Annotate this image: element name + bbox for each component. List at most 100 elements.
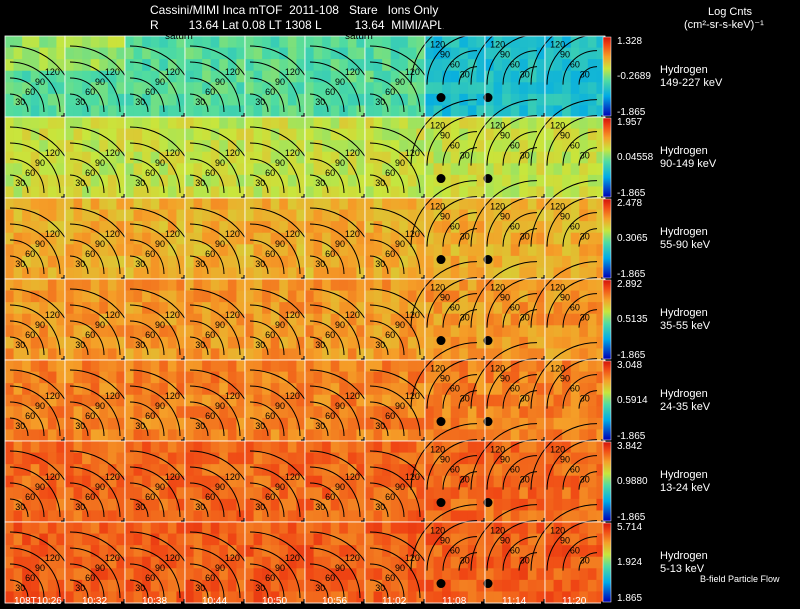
heat-cell [553,151,563,164]
heat-cell [90,186,100,199]
heat-cell [450,151,460,164]
heat-cell [65,36,74,48]
contour-label: 60 [265,168,275,178]
heat-cell [347,394,357,407]
heat-cell [116,441,126,453]
heat-cell [476,255,486,268]
contour-line [426,115,478,166]
heat-cell [56,591,66,604]
heat-cell [536,522,546,534]
heat-cell [579,163,589,176]
heat-cell [107,232,117,245]
heat-cell [90,267,100,280]
heat-cell [545,591,554,604]
heat-cell [30,279,40,291]
heat-cell [30,579,40,592]
contour-label: 60 [265,87,275,97]
heat-cell [116,545,126,558]
heat-cell [570,533,580,546]
heat-cell [442,186,452,199]
contour-label: 60 [325,573,335,583]
contour-label: 90 [155,239,165,249]
heat-cell [450,325,460,338]
contour-line [518,66,538,85]
heat-cell [416,232,426,245]
heat-cell [219,290,229,303]
contour-label: 60 [85,330,95,340]
heat-cell [167,290,177,303]
heat-cell [485,221,494,234]
contour-line [546,358,598,409]
heat-cell [313,579,323,592]
heat-cell [56,82,66,95]
heat-cell [133,198,143,210]
heat-cell [373,47,383,60]
heat-cell [107,302,117,315]
heat-cell [236,232,246,245]
heat-cell [133,568,143,581]
heat-cell [262,360,272,372]
heat-cell [579,487,589,500]
colorbar-border [602,117,612,198]
heat-cell [176,290,186,303]
heat-cell [167,221,177,234]
contour-line [69,158,105,194]
heat-cell [519,151,529,164]
heat-cell [39,441,49,453]
heat-cell [185,510,194,523]
heat-cell [433,232,443,245]
heat-cell [90,336,100,349]
heat-cell [159,417,169,430]
heat-cell [227,244,237,257]
heat-cell [56,290,66,303]
heat-cell [22,487,32,500]
heat-cell [459,36,469,48]
heat-cell [416,47,426,60]
heat-cell [167,70,177,83]
heat-cell [210,579,220,592]
heat-cell [493,568,503,581]
heat-cell [150,70,160,83]
heat-cell [459,244,469,257]
heat-cell [450,117,460,129]
heat-cell [416,174,426,187]
heat-cell [545,429,554,442]
heat-cell [476,487,486,500]
heat-cell [253,82,263,95]
heat-cell [536,59,546,72]
contour-label: 90 [35,320,45,330]
time-tick-label: 10:32 [82,596,108,607]
heat-cell [279,140,289,153]
contour-line [309,255,329,275]
heat-cell [176,279,186,291]
heat-cell [425,348,434,361]
contour-line [189,93,209,113]
heat-cell [142,371,152,384]
colorbar [603,361,611,440]
heat-cell [459,394,469,407]
heat-cell [313,70,323,83]
contour-line [249,304,301,356]
heat-cell [236,47,246,60]
contour-label: 60 [25,573,35,583]
heat-cell [356,579,366,592]
heat-cell [99,325,109,338]
heat-cell [476,186,486,199]
heat-cell [450,302,460,315]
contour-label: 60 [385,573,395,583]
heat-cell [30,267,40,280]
heat-cell [167,93,177,106]
heat-cell [425,59,434,72]
heat-cell [296,591,306,604]
heat-cell [56,441,66,453]
heat-cell [236,313,246,326]
heat-cell [399,117,409,129]
heat-cell [270,360,280,372]
contour-label: 30 [460,474,470,484]
heat-cell [13,325,23,338]
heat-cell [142,475,152,488]
heat-cell [322,290,332,303]
heat-cell [433,117,443,129]
heat-cell [570,302,580,315]
heat-cell [30,93,40,106]
